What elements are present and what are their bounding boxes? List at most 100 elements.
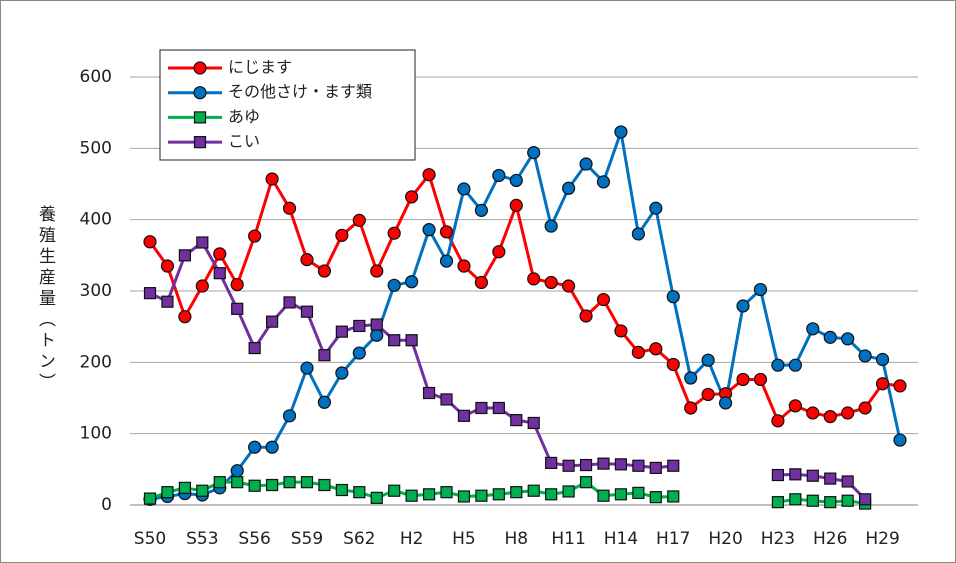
marker	[859, 493, 872, 506]
marker	[300, 361, 314, 375]
marker	[387, 226, 401, 240]
marker	[545, 488, 558, 501]
x-tick-label: S59	[291, 529, 323, 549]
marker	[300, 476, 314, 489]
marker	[178, 249, 191, 262]
x-tick-label: H26	[813, 529, 847, 549]
marker	[143, 287, 157, 300]
y-axis-label: 養殖生産量（トン）	[35, 205, 56, 394]
marker	[736, 299, 750, 313]
legend-marker	[193, 136, 207, 149]
marker	[841, 494, 854, 507]
marker	[474, 203, 488, 217]
marker	[614, 324, 628, 338]
marker	[510, 486, 523, 499]
marker	[631, 345, 645, 359]
marker	[388, 484, 401, 497]
marker	[789, 468, 802, 481]
marker	[160, 259, 175, 273]
legend-label: こい	[228, 132, 260, 151]
marker	[213, 247, 227, 261]
marker	[789, 493, 802, 506]
marker	[788, 399, 802, 413]
marker	[509, 198, 523, 212]
marker	[841, 475, 854, 488]
marker	[335, 228, 349, 242]
marker	[457, 259, 471, 273]
marker	[510, 414, 523, 427]
x-tick-label: S53	[186, 529, 218, 549]
marker	[596, 292, 611, 307]
x-tick-label: H17	[656, 529, 690, 549]
marker	[265, 440, 279, 454]
marker	[771, 358, 785, 372]
marker	[667, 490, 680, 503]
y-tick-label: 300	[80, 281, 112, 301]
marker	[265, 172, 279, 186]
marker	[492, 488, 505, 501]
marker	[282, 409, 297, 423]
marker	[824, 472, 837, 485]
legend-marker	[193, 86, 207, 100]
marker	[701, 353, 715, 367]
marker	[806, 322, 820, 336]
marker	[666, 290, 680, 304]
marker	[143, 492, 157, 505]
marker	[475, 401, 488, 415]
marker	[858, 349, 872, 363]
marker	[788, 358, 802, 372]
marker	[387, 278, 401, 292]
y-tick-label: 600	[80, 67, 112, 87]
marker	[265, 315, 279, 328]
marker	[562, 279, 576, 293]
x-tick-label: H11	[551, 529, 585, 549]
marker	[422, 168, 436, 182]
marker	[213, 476, 226, 489]
marker	[492, 401, 505, 415]
marker	[579, 476, 593, 489]
marker	[649, 342, 663, 356]
marker	[405, 275, 419, 289]
marker	[875, 377, 890, 391]
marker	[143, 235, 157, 249]
marker	[282, 201, 297, 215]
marker	[300, 305, 314, 318]
x-tick-label: H20	[708, 529, 742, 549]
marker	[684, 401, 698, 415]
marker	[283, 476, 296, 489]
marker	[806, 406, 820, 420]
marker	[248, 341, 261, 355]
y-tick-label: 0	[101, 495, 112, 515]
marker	[352, 213, 366, 227]
marker	[161, 486, 174, 499]
marker	[248, 479, 261, 492]
marker	[649, 201, 663, 215]
marker	[544, 219, 558, 233]
marker	[335, 483, 348, 497]
marker	[405, 190, 419, 204]
marker	[841, 406, 855, 420]
marker	[196, 484, 209, 497]
marker	[422, 488, 436, 501]
marker	[718, 396, 733, 410]
x-tick-label: S50	[134, 529, 166, 549]
marker	[353, 486, 366, 499]
marker	[666, 357, 680, 372]
marker	[562, 459, 575, 472]
marker	[631, 227, 645, 241]
marker	[265, 478, 279, 492]
marker	[405, 489, 418, 502]
marker	[544, 275, 558, 290]
marker	[596, 175, 611, 189]
marker	[579, 157, 593, 171]
marker	[370, 318, 383, 331]
marker	[684, 371, 698, 385]
marker	[318, 478, 331, 492]
marker	[545, 456, 558, 470]
marker	[178, 310, 192, 324]
marker	[492, 245, 506, 259]
marker	[317, 395, 332, 409]
marker	[562, 485, 575, 498]
marker	[248, 440, 262, 454]
legend-label: その他さけ・ます類	[228, 82, 372, 101]
